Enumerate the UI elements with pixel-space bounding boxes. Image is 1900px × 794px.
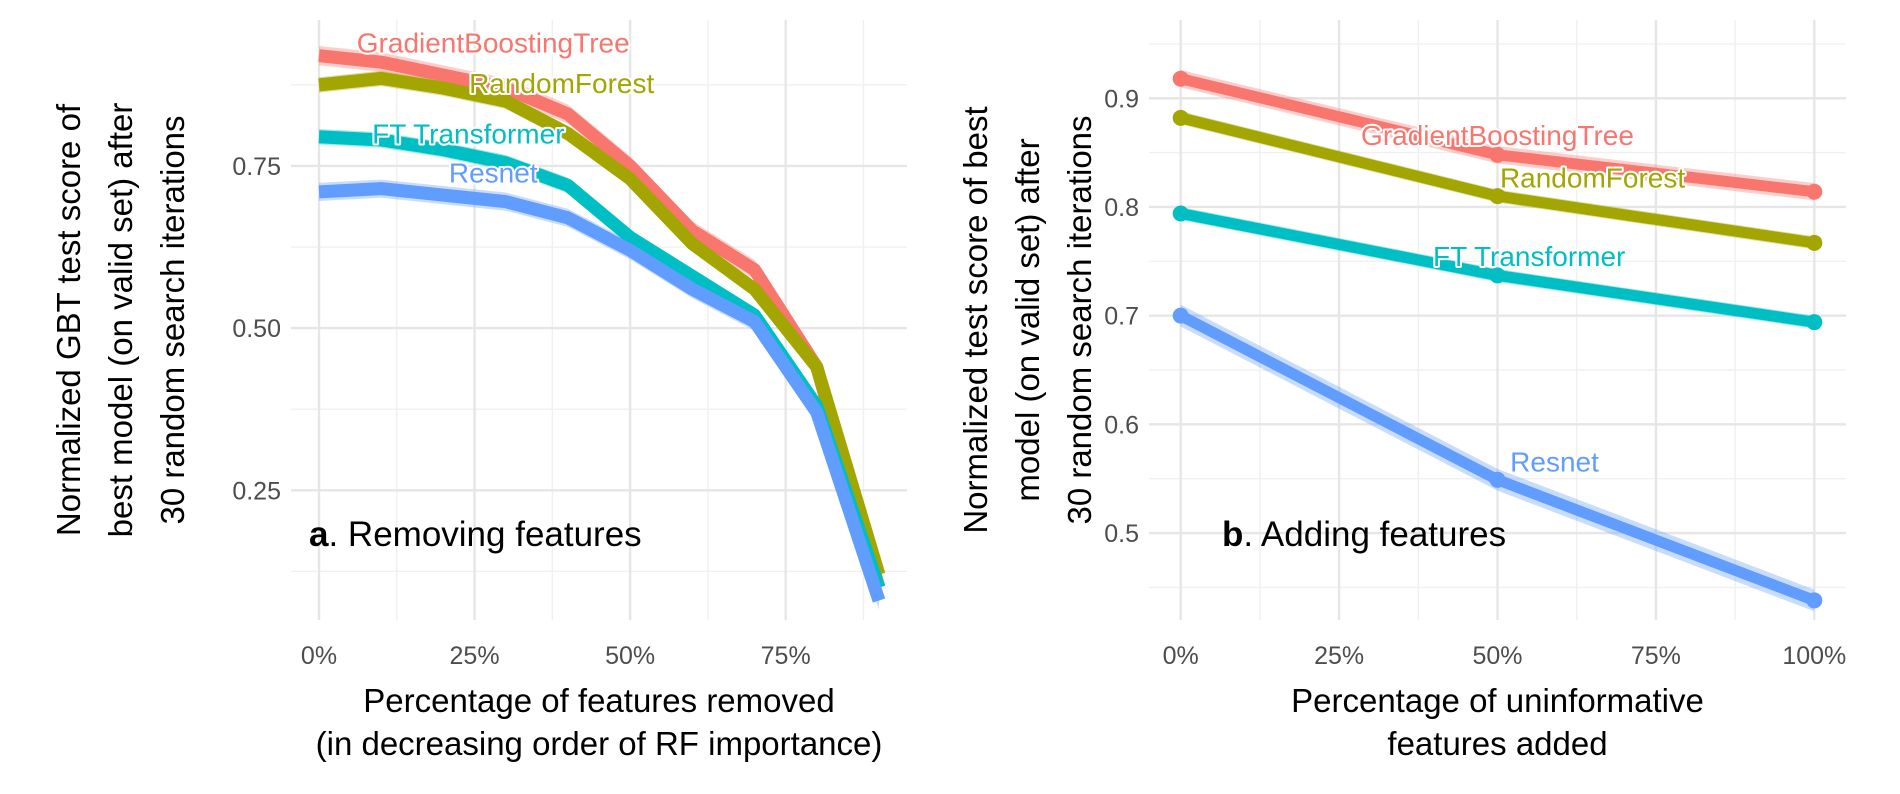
data-point-gradientboostingtree [1489, 146, 1506, 163]
y-axis-title: 30 random search iterations [1061, 115, 1098, 524]
y-axis-title: Normalized GBT test score of [50, 103, 87, 536]
x-tick-label: 100% [1782, 642, 1846, 670]
data-point-resnet [1806, 592, 1823, 609]
series-group [318, 45, 886, 610]
data-point-gradientboostingtree [1172, 70, 1189, 87]
y-tick-label: 0.9 [1104, 85, 1139, 113]
panel-title: b. Adding features [1222, 515, 1506, 554]
y-tick-label: 0.50 [232, 315, 281, 343]
series-label-randomforest: RandomForest [1500, 163, 1685, 194]
x-axis-title: Percentage of features removed [363, 682, 834, 719]
y-tick-label: 0.25 [232, 477, 281, 505]
series-line-randomforest [318, 71, 886, 577]
panel-title-separator: . [328, 515, 347, 554]
y-tick-label: 0.8 [1104, 194, 1139, 222]
y-axis-title: best model (on valid set) after [102, 103, 139, 538]
x-tick-label: 50% [605, 642, 655, 670]
data-point-gradientboostingtree [1806, 183, 1823, 200]
x-axis-title: features added [1387, 725, 1607, 762]
panel-letter: b [1222, 515, 1243, 554]
x-tick-label: 0% [301, 642, 337, 670]
data-point-randomforest [1806, 234, 1823, 251]
series-label-resnet: Resnet [1510, 446, 1599, 477]
y-tick-label: 0.6 [1104, 411, 1139, 439]
series-label-randomforest: RandomForest [469, 68, 654, 99]
panel-title-text: Removing features [348, 515, 642, 554]
panel-b-adding-features: 0.5 0.6 0.7 0.8 0.9 0% 25% 50% 75% 100% GradientBo… [957, 20, 1846, 762]
data-point-resnet [1489, 471, 1506, 488]
y-tick-label: 0.5 [1104, 520, 1139, 548]
x-tick-label: 50% [1472, 642, 1522, 670]
series-label-ft-transformer: FT Transformer [1433, 241, 1625, 272]
series-label-gradientboostingtree: GradientBoostingTree [1361, 120, 1634, 151]
x-axis-title: Percentage of uninformative [1291, 682, 1704, 719]
x-tick-label: 0% [1163, 642, 1199, 670]
panel-letter: a [309, 515, 329, 554]
data-point-ft-transformer [1172, 205, 1189, 222]
tick-labels: 0.5 0.6 0.7 0.8 0.9 0% 25% 50% 75% 100% [1104, 85, 1846, 670]
x-axis-title: (in decreasing order of RF importance) [316, 725, 883, 762]
data-point-randomforest [1489, 188, 1506, 205]
panel-title-text: Adding features [1261, 515, 1506, 554]
panel-title-separator: . [1243, 515, 1261, 554]
series-labels: GradientBoostingTree RandomForest FT Trans… [1359, 118, 1687, 479]
series-line-resnet [318, 182, 886, 603]
data-point-ft-transformer [1489, 267, 1506, 284]
series-labels: GradientBoostingTree RandomForest FT Trans… [355, 26, 657, 191]
data-point-resnet [1172, 307, 1189, 324]
y-axis-title: 30 random search iterations [154, 115, 191, 524]
x-tick-label: 75% [1631, 642, 1681, 670]
series-group [1172, 70, 1823, 612]
y-axis-title: model (on valid set) after [1009, 138, 1046, 501]
x-tick-label: 25% [450, 642, 500, 670]
x-tick-label: 75% [761, 642, 811, 670]
y-tick-label: 0.7 [1104, 303, 1139, 331]
x-tick-label: 25% [1314, 642, 1364, 670]
data-point-ft-transformer [1806, 314, 1823, 331]
series-label-gradientboostingtree: GradientBoostingTree [357, 28, 630, 59]
data-point-randomforest [1172, 109, 1189, 126]
tick-labels: 0.25 0.50 0.75 0% 25% 50% 75% [232, 153, 810, 670]
panel-title: a. Removing features [309, 515, 642, 554]
series-label-ft-transformer: FT Transformer [372, 119, 564, 150]
panel-a-removing-features: 0.25 0.50 0.75 0% 25% 50% 75% GradientBoostingT… [50, 20, 907, 762]
y-axis-title: Normalized test score of best [957, 106, 994, 533]
series-label-resnet: Resnet [449, 157, 538, 188]
y-tick-label: 0.75 [232, 153, 281, 181]
